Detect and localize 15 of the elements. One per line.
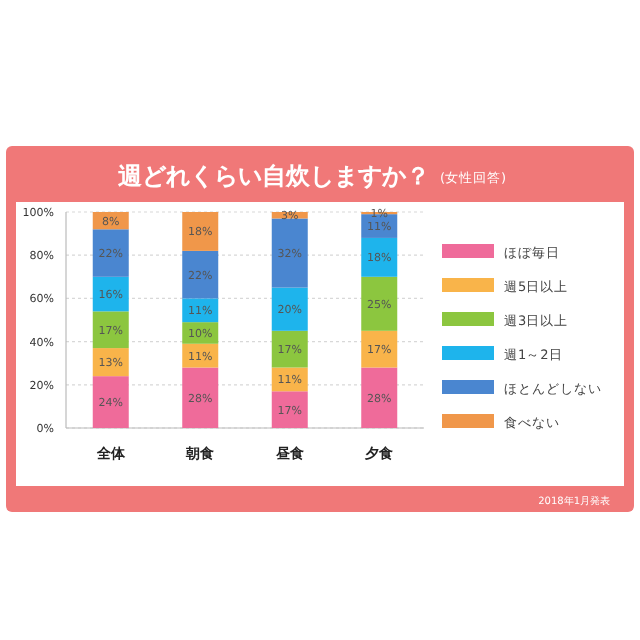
bar bbox=[271, 391, 308, 428]
chart-title: 週どれくらい自炊しますか？ bbox=[116, 162, 430, 190]
bar bbox=[361, 237, 398, 277]
bar bbox=[271, 287, 308, 331]
bar bbox=[182, 367, 219, 428]
bar bbox=[361, 276, 398, 331]
bar bbox=[92, 311, 129, 349]
bar bbox=[182, 212, 219, 251]
bar bbox=[92, 376, 129, 428]
bar bbox=[182, 250, 219, 299]
bar bbox=[361, 330, 398, 368]
bar bbox=[361, 367, 398, 428]
bar bbox=[271, 330, 308, 368]
bar bbox=[92, 229, 129, 277]
bar bbox=[271, 218, 308, 288]
